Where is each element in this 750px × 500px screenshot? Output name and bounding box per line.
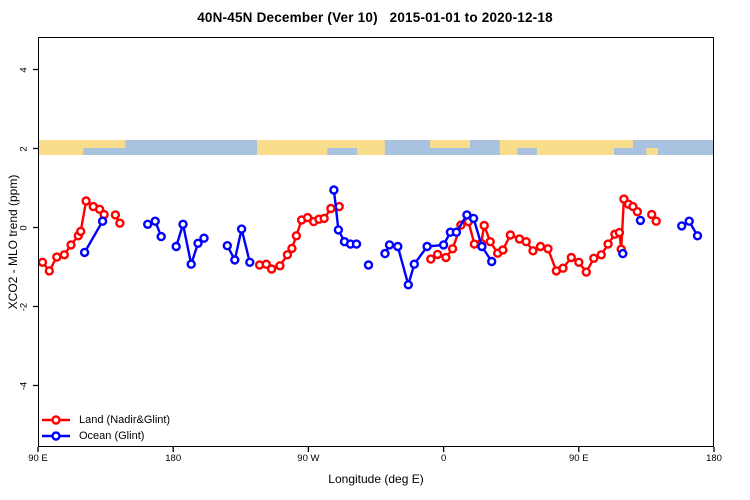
data-point: [521, 236, 531, 247]
data-point: [59, 250, 69, 260]
data-point: [409, 259, 419, 269]
data-point: [528, 246, 538, 256]
data-point: [363, 260, 374, 270]
data-point: [199, 233, 209, 243]
data-point: [275, 261, 285, 271]
x-tick-label: 180: [165, 453, 182, 464]
data-point: [110, 210, 121, 220]
data-point: [647, 209, 657, 220]
data-point: [581, 267, 591, 277]
y-tick-label: -4: [18, 381, 30, 390]
data-point: [193, 238, 203, 249]
data-point: [438, 240, 449, 250]
chart-title: 40N-45N December (Ver 10) 2015-01-01 to …: [197, 10, 553, 25]
data-point: [426, 254, 436, 264]
legend-item-ocean: Ocean (Glint): [41, 428, 170, 444]
x-tick-label: 90 E: [28, 453, 48, 464]
data-point: [319, 213, 329, 224]
ocean-series-swatch-icon: [42, 431, 70, 441]
data-point: [142, 219, 153, 230]
plot-box-border: [38, 37, 714, 447]
data-point: [66, 240, 76, 250]
legend: Land (Nadir&Glint) Ocean (Glint): [41, 412, 170, 444]
data-point: [566, 252, 576, 263]
data-point: [171, 241, 181, 252]
data-point: [462, 210, 472, 220]
x-tick-label: 180: [706, 453, 722, 464]
data-point: [498, 245, 508, 255]
data-point: [651, 216, 661, 226]
data-point: [44, 266, 55, 276]
data-point: [230, 255, 240, 265]
data-point: [76, 226, 86, 237]
data-point: [487, 256, 497, 267]
data-point: [38, 257, 48, 267]
legend-label-ocean: Ocean (Glint): [79, 430, 145, 442]
data-point: [589, 253, 599, 264]
data-point: [543, 244, 553, 254]
data-point: [326, 203, 336, 214]
data-point: [236, 224, 247, 234]
data-point: [479, 220, 489, 231]
x-tick-label: 90 E: [569, 453, 589, 464]
data-point: [477, 241, 487, 252]
y-tick-label: 4: [18, 66, 30, 73]
data-point: [222, 240, 233, 251]
legend-item-land: Land (Nadir&Glint): [41, 412, 170, 428]
y-tick-label: -2: [18, 302, 30, 311]
ocean-series: [79, 185, 703, 290]
data-point: [441, 252, 451, 263]
data-point: [635, 215, 646, 226]
land-series: [38, 194, 661, 277]
data-point: [393, 241, 403, 252]
data-point: [677, 221, 687, 231]
data-point: [81, 196, 91, 206]
data-point: [558, 263, 568, 273]
data-point: [329, 185, 339, 195]
data-point: [156, 231, 166, 242]
x-axis-label: Longitude (deg E): [328, 472, 424, 486]
data-point: [282, 250, 293, 260]
data-point: [468, 213, 479, 224]
legend-label-land: Land (Nadir&Glint): [79, 414, 171, 426]
data-point: [692, 231, 703, 241]
data-point: [266, 264, 277, 274]
data-point: [432, 249, 443, 260]
data-point: [422, 241, 432, 252]
data-point: [150, 216, 160, 226]
plot-svg: [38, 140, 714, 290]
data-point: [115, 218, 125, 228]
data-point: [245, 257, 255, 268]
data-point: [505, 230, 516, 240]
x-tick-label: 90 W: [297, 453, 320, 464]
data-point: [384, 240, 395, 250]
data-point: [380, 248, 390, 259]
data-point: [485, 236, 495, 247]
y-tick-label: 0: [18, 224, 30, 231]
surface-band: [38, 140, 714, 155]
data-point: [186, 259, 196, 269]
data-point: [618, 248, 628, 259]
data-point: [302, 212, 313, 223]
data-point: [333, 225, 344, 235]
data-point: [447, 244, 458, 254]
data-point: [97, 216, 108, 226]
data-point: [574, 257, 584, 268]
data-point: [287, 243, 297, 254]
y-tick-label: 2: [18, 145, 30, 152]
data-point: [403, 280, 413, 290]
data-point: [79, 247, 90, 258]
land-series-swatch-icon: [42, 415, 70, 425]
data-point: [596, 250, 606, 260]
data-point: [603, 239, 613, 249]
data-point: [291, 231, 302, 241]
data-point: [614, 227, 625, 238]
data-point: [451, 227, 462, 237]
data-point: [632, 206, 643, 217]
data-point: [684, 216, 694, 226]
data-point: [351, 239, 362, 249]
x-tick-label: 0: [440, 453, 447, 464]
data-point: [178, 219, 188, 230]
